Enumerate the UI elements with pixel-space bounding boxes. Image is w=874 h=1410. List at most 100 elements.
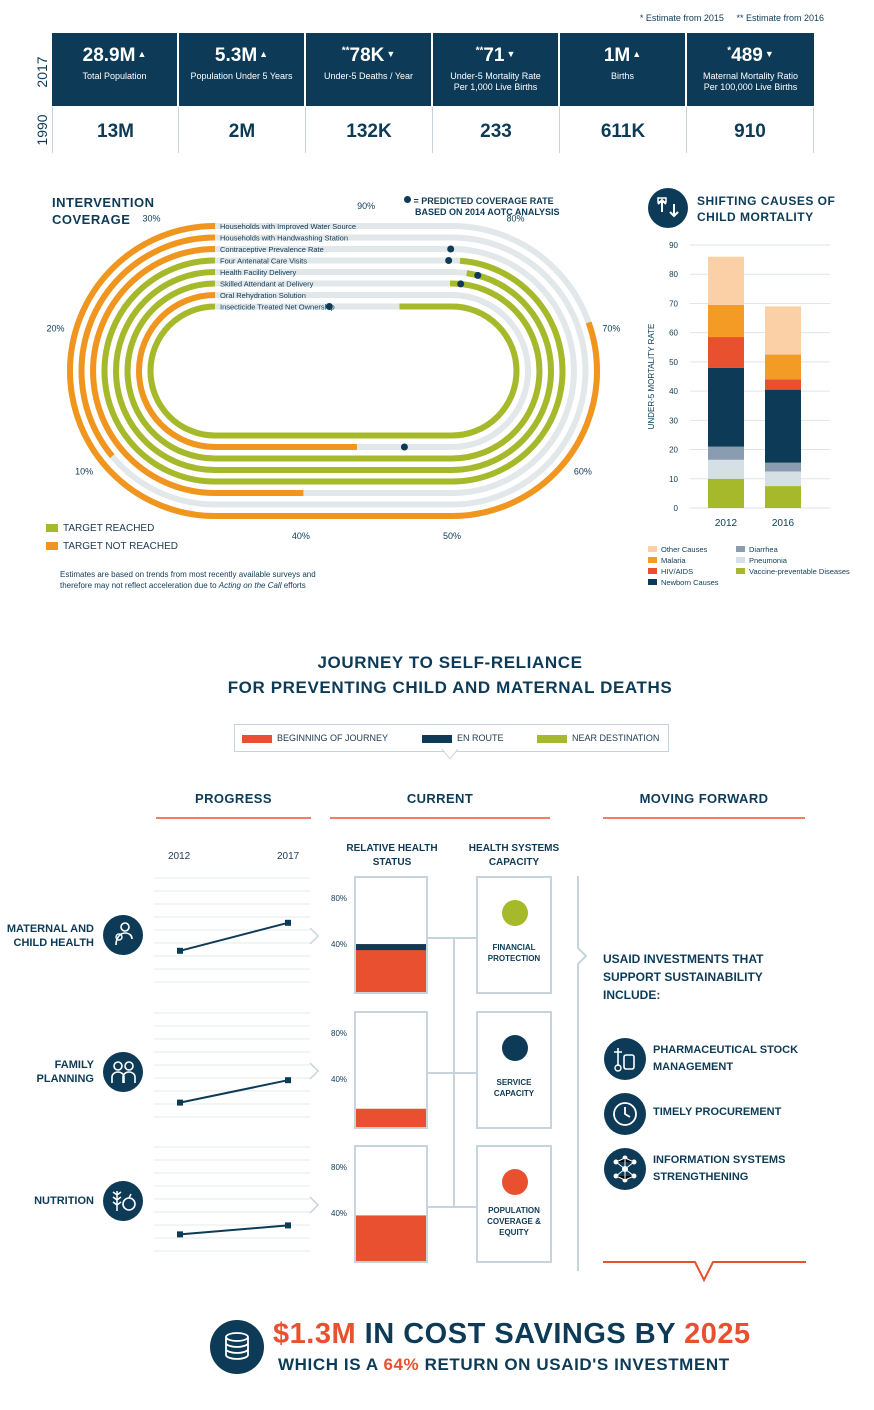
coverage-tick-label: 40% <box>292 531 310 541</box>
investment-procurement: TIMELY PROCUREMENT <box>653 1106 782 1118</box>
coverage-tick-label: 60% <box>574 467 592 477</box>
mortality-legend-item: Diarrhea <box>736 545 778 554</box>
mother-child-icon <box>103 915 143 955</box>
mortality-bar-segment <box>708 337 744 368</box>
estimate-notes: * Estimate from 2015 ** Estimate from 20… <box>630 13 824 23</box>
stat-1990-value: 132K <box>306 107 433 153</box>
pills-icon <box>604 1038 646 1080</box>
stat-1990-value: 2M <box>179 107 306 153</box>
coverage-bar <box>147 303 520 439</box>
col-forward-line <box>603 817 805 819</box>
stat-population-under-5: 5.3M ▲ Population Under 5 Years <box>179 33 306 106</box>
stat-1990-value: 910 <box>687 107 814 153</box>
health-status-band <box>356 944 426 951</box>
health-status-chart <box>356 944 426 1261</box>
progress-point <box>177 947 183 954</box>
investment-info-systems: INFORMATION SYSTEMS STRENGTHENING <box>653 1154 786 1183</box>
coverage-bar <box>113 269 554 473</box>
coverage-category-label: Insecticide Treated Net Ownership <box>220 303 335 312</box>
progress-point <box>285 1077 291 1084</box>
wheat-apple-icon <box>103 1181 143 1221</box>
coverage-track-chart: Households with Improved Water Source Hou… <box>47 201 621 541</box>
progress-pointer <box>309 1062 320 1080</box>
legend-pointer <box>441 749 459 760</box>
stat-label: Births <box>610 71 634 81</box>
capacity-connectors <box>428 937 476 1208</box>
mortality-arrows-icon <box>648 188 688 228</box>
mortality-tick-label: 70 <box>669 299 678 308</box>
mortality-bar-segment <box>765 486 801 508</box>
stat-maternal-mortality: *489 ▼ Maternal Mortality Ratio Per 100,00… <box>687 33 814 106</box>
coverage-legend: TARGET REACHED TARGET NOT REACHED <box>46 523 178 552</box>
stat-value: 5.3M <box>214 45 258 66</box>
coverage-footnote: Estimates are based on trends from most … <box>60 570 316 590</box>
stat-total-population: 28.9M ▲ Total Population <box>52 33 179 106</box>
coverage-category-label: Health Facility Delivery <box>220 268 297 277</box>
mortality-tick-label: 10 <box>669 475 678 484</box>
legend-target-reached: TARGET REACHED <box>46 523 178 534</box>
stat-value: 78K <box>349 45 385 66</box>
stat-label: Total Population <box>82 71 147 81</box>
stats-2017-row: 28.9M ▲ Total Population 5.3M ▲ Population… <box>52 33 814 106</box>
stats-1990-row: 13M 2M 132K 233 611K 910 <box>52 107 814 153</box>
col-progress-line <box>156 817 311 819</box>
health-status-fill <box>356 1215 426 1261</box>
stat-label: Population Under 5 Years <box>190 71 293 81</box>
mortality-legend-item: Other Causes <box>648 545 707 554</box>
mortality-bar-segment <box>708 256 744 305</box>
col-moving-forward: MOVING FORWARD <box>639 791 769 806</box>
col-progress: PROGRESS <box>195 791 272 806</box>
mortality-tick-label: 80 <box>669 270 678 279</box>
progress-point <box>177 1099 183 1106</box>
legend-beginning: BEGINNING OF JOURNEY <box>242 733 388 743</box>
predicted-dot-icon <box>404 196 411 203</box>
year-end: 2017 <box>277 851 300 862</box>
row-label-maternal: MATERNAL AND CHILD HEALTH <box>6 923 94 949</box>
coverage-bar <box>67 223 600 519</box>
coverage-bar <box>136 292 531 450</box>
forward-bracket <box>577 876 588 1271</box>
forward-bottom-line <box>603 1261 806 1283</box>
stat-label: Under-5 Deaths / Year <box>323 71 414 81</box>
investments-title: USAID INVESTMENTS THAT SUPPORT SUSTAINABI… <box>603 952 764 1002</box>
mortality-bar-segment <box>765 471 801 487</box>
pct-80: 80% <box>331 894 348 903</box>
mortality-bar-segment <box>765 306 801 355</box>
pct-40: 40% <box>331 1209 348 1218</box>
mortality-title: SHIFTING CAUSES OF CHILD MORTALITY <box>697 194 836 224</box>
progress-pointer <box>309 1196 320 1214</box>
predicted-dot <box>400 443 408 451</box>
mortality-bar-segment <box>708 446 744 460</box>
progress-point <box>177 1231 183 1238</box>
progress-chart <box>154 877 320 1252</box>
legend-near-destination: NEAR DESTINATION <box>537 733 659 743</box>
mortality-chart: 0 10 20 30 40 50 60 70 80 90 UNDER-5 MORTALITY RAT… <box>647 241 830 529</box>
predicted-dot <box>447 245 455 253</box>
coverage-category-label: Households with Improved Water Source <box>220 222 356 231</box>
stat-label: Maternal Mortality Ratio <box>702 71 799 81</box>
coverage-bar <box>124 280 543 462</box>
row-label-family-planning: FAMILY PLANNING <box>36 1059 94 1085</box>
coverage-tick-label: 50% <box>443 531 461 541</box>
health-status-fill <box>356 944 426 992</box>
coverage-category-label: Skilled Attendant at Delivery <box>220 280 314 289</box>
mortality-tick-label: 60 <box>669 329 678 338</box>
mortality-legend-item: Malaria <box>648 556 686 565</box>
stat-value: 28.9M <box>82 45 136 66</box>
clock-icon <box>604 1093 646 1135</box>
mortality-bar-segment <box>708 367 744 447</box>
stat-value: 71 <box>483 45 505 66</box>
coins-icon <box>210 1320 264 1374</box>
stat-value: 1M <box>603 45 631 66</box>
coverage-tick-label: 30% <box>143 214 161 224</box>
coverage-category-label: Households with Handwashing Station <box>220 234 348 243</box>
capacity-dot <box>502 1035 528 1061</box>
sub-relative-health: RELATIVE HEALTH STATUS <box>346 843 438 868</box>
coverage-tick-label: 80% <box>506 214 524 224</box>
mortality-legend-item: Pneumonia <box>736 556 787 565</box>
investment-pharma: PHARMACEUTICAL STOCK MANAGEMENT <box>653 1044 799 1073</box>
stat-under5-deaths: **78K ▼ Under-5 Deaths / Year <box>306 33 433 106</box>
mortality-bar-segment <box>765 354 801 380</box>
mortality-bar-segment <box>708 304 744 338</box>
mortality-bar-segment <box>765 379 801 390</box>
